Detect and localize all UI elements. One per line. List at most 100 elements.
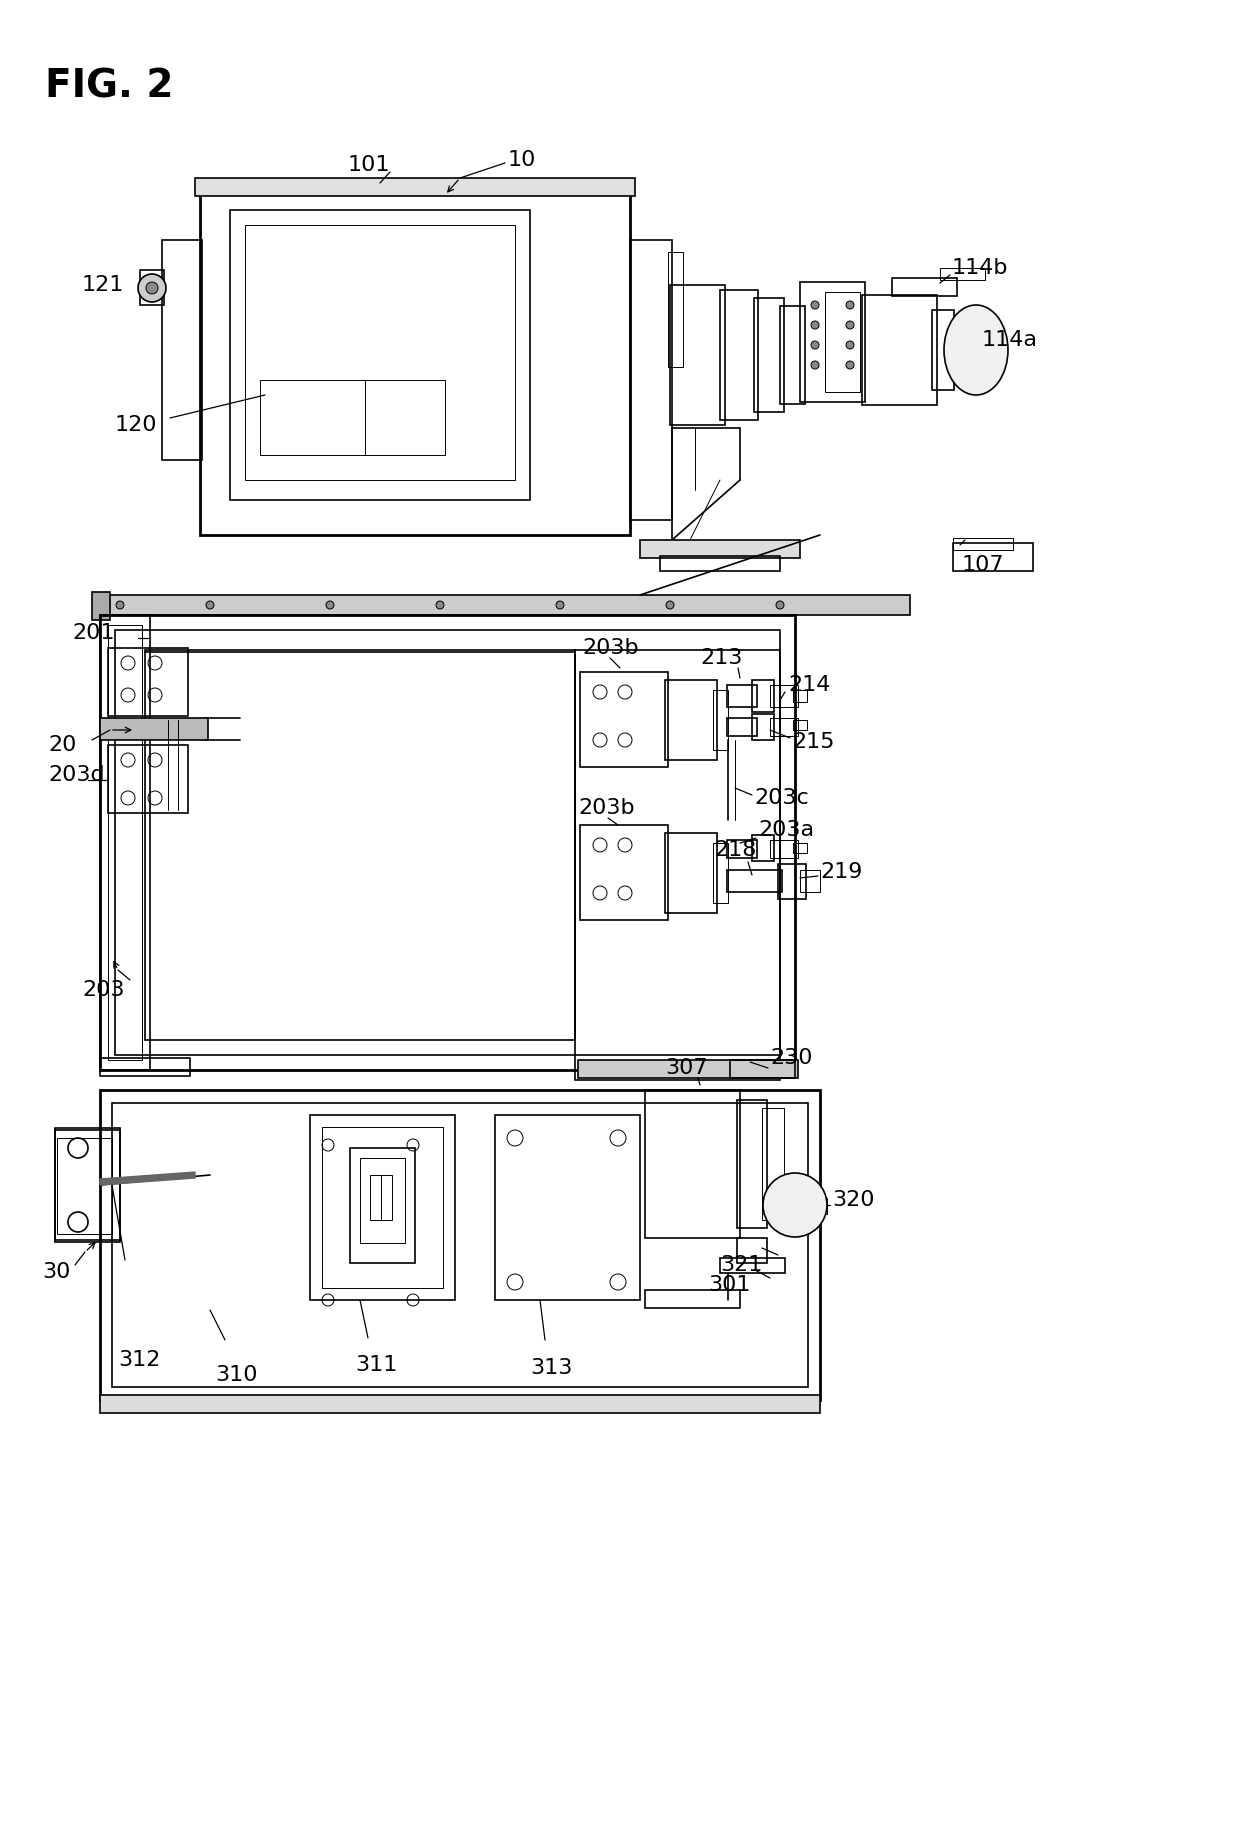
Bar — [780, 306, 805, 404]
Circle shape — [846, 301, 854, 308]
Bar — [580, 672, 668, 767]
Circle shape — [811, 361, 818, 369]
Bar — [100, 615, 150, 1070]
Bar — [770, 684, 799, 706]
Bar — [668, 251, 683, 367]
Bar — [794, 719, 807, 730]
Bar — [112, 1103, 808, 1387]
Bar — [580, 826, 668, 919]
Text: 120: 120 — [115, 415, 157, 435]
Text: 30: 30 — [42, 1262, 71, 1283]
Bar — [751, 681, 774, 712]
Bar — [763, 1198, 827, 1215]
Circle shape — [326, 602, 334, 609]
Bar — [800, 283, 866, 402]
Bar — [665, 833, 717, 914]
Text: 114b: 114b — [952, 259, 1008, 277]
Text: 310: 310 — [215, 1365, 258, 1385]
Circle shape — [846, 361, 854, 369]
Bar — [229, 209, 529, 499]
Bar — [730, 1061, 795, 1077]
Bar — [200, 185, 630, 536]
Text: 203: 203 — [82, 980, 124, 1000]
Circle shape — [811, 321, 818, 328]
Circle shape — [846, 341, 854, 349]
Text: 203b: 203b — [582, 639, 639, 659]
Bar — [660, 556, 780, 571]
Ellipse shape — [944, 305, 1008, 395]
Text: 219: 219 — [820, 862, 862, 883]
Bar — [145, 650, 575, 1040]
Text: 203a: 203a — [758, 820, 815, 840]
Circle shape — [811, 341, 818, 349]
Circle shape — [117, 602, 124, 609]
Text: 213: 213 — [701, 648, 743, 668]
Circle shape — [666, 602, 675, 609]
Bar — [737, 1239, 768, 1262]
Bar — [360, 1158, 405, 1242]
Bar — [763, 1108, 784, 1220]
Bar — [322, 1127, 443, 1288]
Bar — [57, 1138, 112, 1233]
Text: 114a: 114a — [982, 330, 1038, 350]
Bar — [55, 1129, 120, 1240]
Bar — [770, 717, 799, 736]
Circle shape — [811, 301, 818, 308]
Circle shape — [846, 321, 854, 328]
Text: 311: 311 — [355, 1354, 397, 1374]
Bar — [100, 615, 795, 1070]
Bar — [100, 1090, 820, 1400]
Bar — [751, 835, 774, 861]
Bar — [751, 714, 774, 740]
Bar — [100, 1059, 190, 1075]
Polygon shape — [100, 1173, 195, 1185]
Bar — [630, 240, 672, 519]
Bar — [108, 745, 188, 813]
Bar — [578, 1061, 799, 1077]
Bar — [720, 290, 758, 420]
Bar — [108, 626, 143, 1061]
Bar — [575, 650, 780, 1081]
Circle shape — [436, 602, 444, 609]
Bar — [162, 240, 202, 461]
Circle shape — [556, 602, 564, 609]
Text: 215: 215 — [792, 732, 835, 752]
Bar — [92, 593, 110, 620]
Bar — [370, 1174, 392, 1220]
Circle shape — [206, 602, 215, 609]
Bar — [100, 1395, 820, 1413]
Bar — [350, 1149, 415, 1262]
Text: 203d: 203d — [48, 765, 104, 785]
Bar — [770, 840, 799, 859]
Bar — [940, 268, 985, 281]
Bar — [310, 1116, 455, 1299]
Text: 121: 121 — [82, 275, 124, 295]
Bar — [737, 1099, 768, 1228]
Text: 203b: 203b — [578, 798, 635, 818]
Bar — [246, 226, 515, 481]
Text: 10: 10 — [508, 150, 537, 171]
Bar — [794, 842, 807, 853]
Bar — [825, 292, 861, 393]
Bar — [495, 1116, 640, 1299]
Circle shape — [763, 1173, 827, 1237]
Text: 203c: 203c — [754, 787, 808, 807]
Text: 301: 301 — [708, 1275, 750, 1296]
Bar — [727, 840, 756, 859]
Text: 107: 107 — [962, 554, 1004, 574]
Bar — [754, 297, 784, 413]
Bar — [645, 1290, 740, 1308]
Bar — [892, 277, 957, 295]
Bar — [645, 1090, 740, 1239]
Text: 230: 230 — [770, 1048, 812, 1068]
Bar — [640, 539, 800, 558]
Bar — [800, 870, 820, 892]
Bar — [777, 864, 806, 899]
Bar — [794, 690, 807, 703]
Text: 214: 214 — [787, 675, 831, 695]
Bar — [260, 380, 445, 455]
Bar — [727, 870, 782, 892]
Bar — [140, 270, 164, 305]
Bar — [862, 295, 937, 406]
Text: 101: 101 — [348, 154, 391, 174]
